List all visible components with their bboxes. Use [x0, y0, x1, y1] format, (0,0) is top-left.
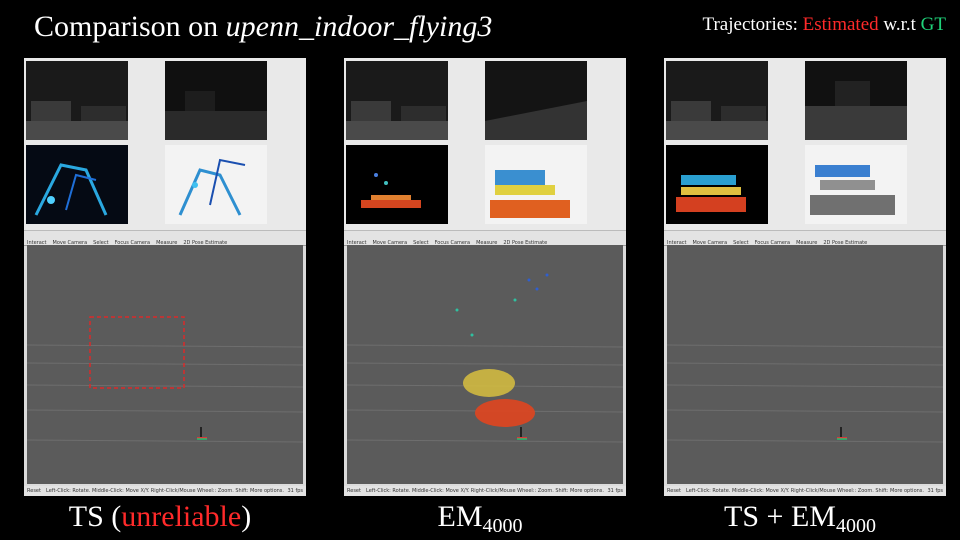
tool-interact[interactable]: Interact [347, 240, 367, 246]
status-hint: Left-Click: Rotate. Middle-Click: Move X… [46, 488, 284, 494]
reset-button[interactable]: Reset [347, 488, 361, 494]
rviz-toolbar: Interact Move Camera Select Focus Camera Mea… [344, 230, 626, 246]
caption-unreliable: unreliable [121, 500, 242, 533]
image-view-2: Image View (2) [805, 61, 907, 140]
yellow-point-cloud [463, 369, 515, 397]
status-hint: Left-Click: Rotate. Middle-Click: Move X… [686, 488, 924, 494]
legend-gt: GT [920, 14, 946, 35]
tool-interact[interactable]: Interact [667, 240, 687, 246]
red-point-cloud [475, 399, 535, 427]
rviz-toolbar: Interact Move Camera Select Focus Camera Mea… [24, 230, 306, 246]
tool-pose-estimate[interactable]: 2D Pose Estimate [503, 240, 548, 246]
image-views: Image View (1) Image View (2) Image View… [664, 58, 946, 230]
rviz-toolbar: Interact Move Camera Select Focus Camera Mea… [664, 230, 946, 246]
image-view-4: Image View (4) [165, 145, 267, 224]
tool-select[interactable]: Select [413, 240, 429, 246]
tool-focus-camera[interactable]: Focus Camera [114, 240, 151, 246]
tool-focus-camera[interactable]: Focus Camera [754, 240, 791, 246]
image-view-4: Image View (4) [485, 145, 587, 224]
tool-select[interactable]: Select [733, 240, 749, 246]
image-view-2: Image View (2) [165, 61, 267, 140]
fps-readout: 31 fps [287, 488, 304, 494]
caption-ts: TS (unreliable) [68, 500, 252, 533]
tool-pose-estimate[interactable]: 2D Pose Estimate [183, 240, 228, 246]
tool-move-camera[interactable]: Move Camera [372, 240, 408, 246]
tool-interact[interactable]: Interact [27, 240, 47, 246]
image-view-3: Image View (3) [26, 145, 128, 224]
image-view-3: Image View (3) [346, 145, 448, 224]
image-view-3: Image View (3) [666, 145, 768, 224]
panel-em4000: Image View (1) Image View (2) Image View… [344, 58, 626, 496]
fps-readout: 31 fps [607, 488, 624, 494]
status-hint: Left-Click: Rotate. Middle-Click: Move X… [366, 488, 604, 494]
video-title: Comparison on upenn_indoor_flying3 [34, 10, 493, 43]
rviz-status-bar: Reset Left-Click: Rotate. Middle-Click: … [24, 486, 306, 496]
image-views: Image View (1) Image View (2) Image View… [24, 58, 306, 230]
unreliable-region-box [89, 316, 185, 389]
rviz-status-bar: Reset Left-Click: Rotate. Middle-Click: … [664, 486, 946, 496]
caption-em4000: EM4000 [437, 500, 523, 537]
tool-measure[interactable]: Measure [156, 240, 178, 246]
panel-ts-em4000: Image View (1) Image View (2) Image View… [664, 58, 946, 496]
image-view-2: Image View (2) [485, 61, 587, 140]
tool-measure[interactable]: Measure [796, 240, 818, 246]
trajectory-legend: Trajectories: Estimated w.r.t GT [702, 14, 946, 35]
tool-pose-estimate[interactable]: 2D Pose Estimate [823, 240, 868, 246]
image-view-1: Image View (1) [346, 61, 448, 140]
rviz-3d-view[interactable] [347, 245, 623, 484]
reset-button[interactable]: Reset [667, 488, 681, 494]
image-view-1: Image View (1) [26, 61, 128, 140]
tool-focus-camera[interactable]: Focus Camera [434, 240, 471, 246]
dataset-name: upenn_indoor_flying3 [225, 10, 493, 43]
rviz-3d-view[interactable] [667, 245, 943, 484]
fps-readout: 31 fps [927, 488, 944, 494]
tool-move-camera[interactable]: Move Camera [52, 240, 88, 246]
tool-move-camera[interactable]: Move Camera [692, 240, 728, 246]
tool-measure[interactable]: Measure [476, 240, 498, 246]
caption-ts-em4000: TS + EM4000 [724, 500, 876, 537]
tool-select[interactable]: Select [93, 240, 109, 246]
rviz-3d-view[interactable] [27, 245, 303, 484]
rviz-status-bar: Reset Left-Click: Rotate. Middle-Click: … [344, 486, 626, 496]
panel-ts: Image View (1) Image View (2) Image View… [24, 58, 306, 496]
image-view-4: Image View (4) [805, 145, 907, 224]
reset-button[interactable]: Reset [27, 488, 41, 494]
legend-estimated: Estimated [802, 14, 879, 35]
image-view-1: Image View (1) [666, 61, 768, 140]
image-views: Image View (1) Image View (2) Image View… [344, 58, 626, 230]
